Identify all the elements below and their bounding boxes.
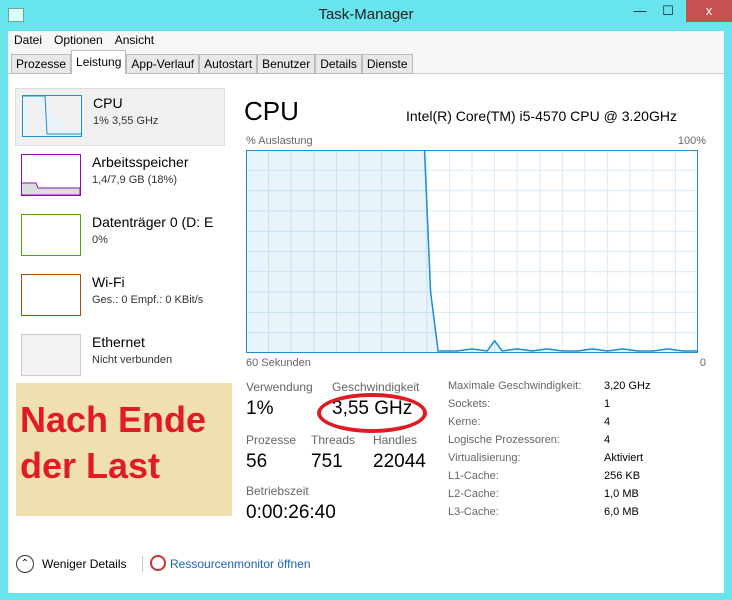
cpu-thumbnail — [22, 95, 82, 137]
window-title: Task-Manager — [318, 6, 414, 23]
tab-prozesse[interactable]: Prozesse — [11, 54, 72, 74]
sidebar-label: Arbeitsspeicher — [92, 154, 189, 170]
uptime-label: Betriebszeit — [246, 484, 309, 498]
cpu-usage-line — [246, 150, 698, 352]
cpu-usage-area — [246, 150, 698, 353]
threads-label: Threads — [311, 433, 356, 447]
spec-label: L1-Cache: — [448, 470, 499, 482]
task-manager-icon — [8, 8, 24, 22]
menu-optionen[interactable]: Optionen — [54, 33, 103, 47]
sidebar-label: Ethernet — [92, 334, 145, 350]
chart-border — [246, 150, 698, 353]
fewer-details-link[interactable]: Weniger Details — [42, 557, 127, 571]
divider — [142, 556, 143, 572]
speed-label: Geschwindigkeit — [332, 380, 420, 394]
sidebar-sub: 0% — [92, 234, 108, 246]
spec-value: 4 — [604, 416, 611, 428]
spec-label: L3-Cache: — [448, 506, 499, 518]
x-axis-right-label: 0 — [699, 357, 706, 369]
resource-monitor-icon — [150, 555, 166, 571]
disk-thumbnail — [21, 214, 81, 256]
tab-bar: Prozesse Leistung App-Verlauf Autostart … — [8, 50, 724, 74]
wifi-thumbnail — [21, 274, 81, 316]
cpu-model: Intel(R) Core(TM) i5-4570 CPU @ 3.20GHz — [406, 108, 677, 124]
handles-value: 22044 — [373, 451, 426, 472]
spec-label: Maximale Geschwindigkeit: — [448, 380, 582, 392]
tab-details[interactable]: Details — [315, 54, 362, 74]
menu-bar: Datei Optionen Ansicht — [8, 31, 724, 50]
uptime-value: 0:00:26:40 — [246, 502, 336, 523]
sidebar-label: CPU — [93, 95, 123, 111]
spec-label: L2-Cache: — [448, 488, 499, 500]
menu-datei[interactable]: Datei — [14, 33, 43, 47]
memory-thumbnail — [21, 154, 81, 196]
handles-label: Handles — [373, 433, 418, 447]
ethernet-thumbnail — [21, 334, 81, 376]
sidebar-sub: Ges.: 0 Empf.: 0 KBit/s — [92, 294, 204, 306]
cpu-usage-chart — [246, 150, 698, 353]
y-max-label: 100% — [677, 135, 706, 147]
resource-monitor-link[interactable]: Ressourcenmonitor öffnen — [170, 557, 311, 571]
menu-ansicht[interactable]: Ansicht — [114, 33, 155, 47]
spec-value: Aktiviert — [604, 452, 644, 464]
spec-value: 1,0 MB — [604, 488, 639, 500]
highlight-ellipse — [317, 393, 427, 433]
page-title: CPU — [244, 96, 299, 126]
sidebar-item-cpu[interactable]: CPU 1% 3,55 GHz — [15, 88, 225, 146]
maximize-button[interactable]: ☐ — [662, 3, 674, 18]
sidebar-label: Datenträger 0 (D: E — [92, 214, 214, 230]
spec-value: 3,20 GHz — [604, 380, 651, 392]
usage-label: Verwendung — [246, 380, 313, 394]
tab-app-verlauf[interactable]: App-Verlauf — [126, 54, 200, 74]
annotation-label: Nach Ende der Last — [16, 383, 232, 516]
processes-value: 56 — [246, 451, 268, 472]
tab-autostart[interactable]: Autostart — [199, 54, 258, 74]
sidebar-item-disk[interactable]: Datenträger 0 (D: E 0% — [15, 208, 225, 266]
close-button[interactable]: x — [686, 0, 732, 22]
processes-label: Prozesse — [246, 433, 297, 447]
sidebar-sub: 1% 3,55 GHz — [93, 115, 159, 127]
spec-label: Virtualisierung: — [448, 452, 521, 464]
usage-value: 1% — [246, 398, 274, 419]
spec-value: 1 — [604, 398, 611, 410]
spec-value: 6,0 MB — [604, 506, 639, 518]
spec-value: 256 KB — [604, 470, 641, 482]
sidebar-label: Wi-Fi — [92, 274, 125, 290]
y-axis-label: % Auslastung — [246, 135, 313, 147]
threads-value: 751 — [311, 451, 343, 472]
sidebar-item-memory[interactable]: Arbeitsspeicher 1,4/7,9 GB (18%) — [15, 148, 225, 206]
spec-value: 4 — [604, 434, 611, 446]
spec-label: Logische Prozessoren: — [448, 434, 560, 446]
spec-label: Sockets: — [448, 398, 491, 410]
x-axis-left-label: 60 Sekunden — [246, 357, 311, 369]
sidebar-sub: 1,4/7,9 GB (18%) — [92, 174, 177, 186]
tab-benutzer[interactable]: Benutzer — [257, 54, 316, 74]
spec-label: Kerne: — [448, 416, 481, 428]
sidebar-item-wifi[interactable]: Wi-Fi Ges.: 0 Empf.: 0 KBit/s — [15, 268, 225, 326]
chevron-up-icon[interactable]: ⌃ — [16, 555, 34, 573]
tab-leistung[interactable]: Leistung — [71, 50, 127, 74]
tab-dienste[interactable]: Dienste — [361, 54, 413, 74]
sidebar-sub: Nicht verbunden — [92, 354, 173, 366]
sidebar-item-ethernet[interactable]: Ethernet Nicht verbunden — [15, 328, 225, 386]
minimize-button[interactable]: — — [633, 3, 647, 18]
